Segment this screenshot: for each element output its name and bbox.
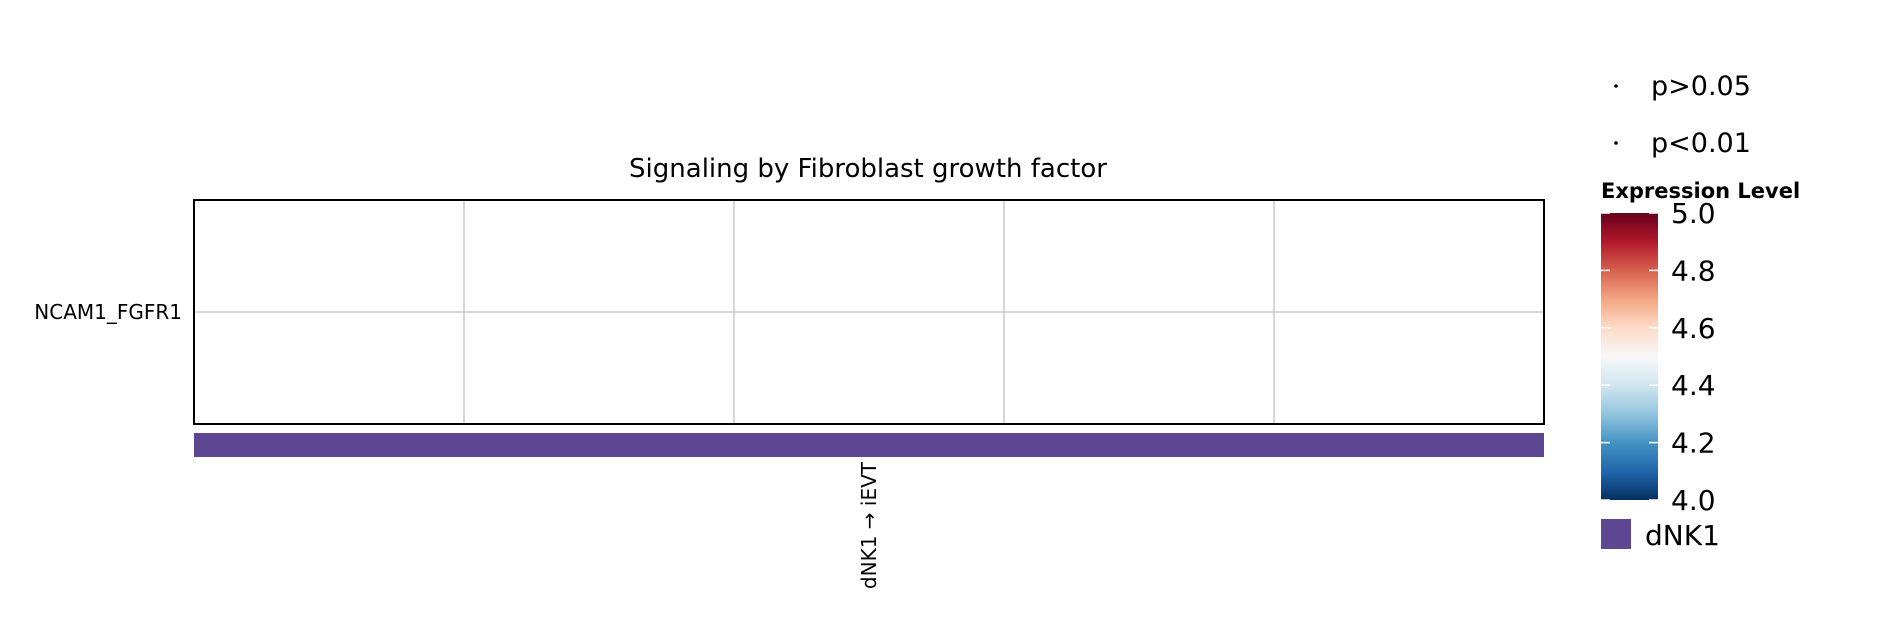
group-legend-swatch	[1601, 519, 1631, 549]
pvalue-legend: p>0.05 p<0.01	[1614, 71, 1751, 159]
x-tick-label: dNK1 → iEVT	[857, 461, 881, 589]
plot-area	[193, 199, 1545, 425]
colorbar-tick-label: 4.0	[1671, 484, 1716, 517]
plot-frame	[193, 199, 1545, 425]
y-axis-labels: NCAM1_FGFR1	[34, 300, 182, 324]
colorbar-ticks: 5.0 4.8 4.6 4.4 4.2 4.0	[1601, 197, 1716, 517]
group-annotation-bar	[194, 433, 1544, 457]
pvalue-legend-marker	[1614, 141, 1618, 145]
group-legend: dNK1	[1601, 519, 1720, 552]
colorbar: Expression Level 5.0 4.8 4.6 4.4 4.2 4.0	[1601, 179, 1800, 517]
pvalue-legend-label: p>0.05	[1651, 71, 1751, 102]
colorbar-tick-label: 5.0	[1671, 197, 1716, 230]
colorbar-tick-label: 4.2	[1671, 427, 1716, 460]
colorbar-tick-label: 4.4	[1671, 369, 1716, 402]
chart-title: Signaling by Fibroblast growth factor	[629, 154, 1107, 184]
colorbar-tick-label: 4.6	[1671, 312, 1716, 345]
grid-lines	[194, 200, 1544, 424]
pvalue-legend-marker	[1614, 84, 1618, 88]
colorbar-tick-label: 4.8	[1671, 254, 1716, 287]
group-bar-segment	[194, 433, 1544, 457]
colorbar-gradient	[1601, 213, 1658, 500]
y-tick-label: NCAM1_FGFR1	[34, 300, 182, 324]
pvalue-legend-label: p<0.01	[1651, 128, 1751, 159]
x-axis-labels: dNK1 → iEVT	[857, 461, 881, 589]
group-legend-label: dNK1	[1645, 519, 1720, 552]
colorbar-title: Expression Level	[1601, 179, 1800, 203]
